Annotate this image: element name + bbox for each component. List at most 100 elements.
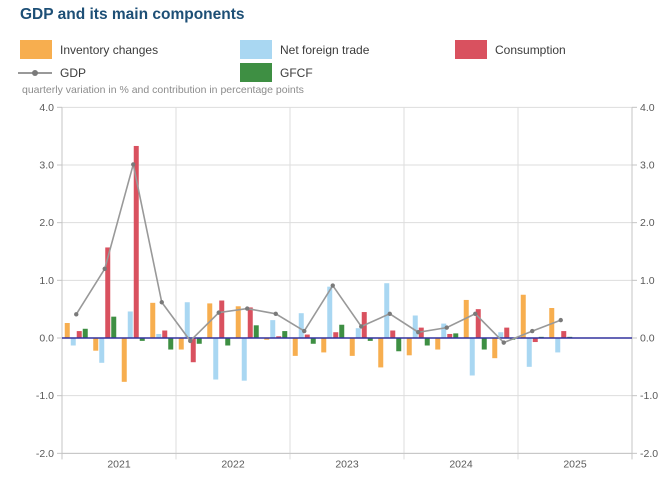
gdp-marker-2022-Q4[interactable] [273, 311, 278, 316]
bar-net_trade-2022-Q4[interactable] [270, 320, 276, 338]
bar-inventory-2025-Q1[interactable] [520, 294, 526, 338]
gdp-marker-2021-Q1[interactable] [74, 312, 79, 317]
gdp-marker-2021-Q4[interactable] [159, 300, 164, 305]
gdp-marker-2025-Q1[interactable] [530, 328, 535, 334]
bar-gfcf-2022-Q1[interactable] [196, 338, 202, 344]
bar-gfcf-2024-Q3[interactable] [481, 338, 487, 350]
bar-consumption-2022-Q3[interactable] [247, 307, 253, 338]
bar-consumption-2022-Q2[interactable] [219, 300, 225, 338]
bar-inventory-2024-Q4[interactable] [492, 338, 498, 359]
bar-consumption-2025-Q2[interactable] [561, 331, 567, 338]
bar-consumption-2024-Q4[interactable] [504, 327, 510, 338]
bar-gfcf-2021-Q2[interactable] [111, 316, 117, 338]
bar-net_trade-2023-Q4[interactable] [384, 283, 390, 338]
bar-inventory-2021-Q4[interactable] [150, 302, 156, 338]
gdp-marker-2022-Q1[interactable] [188, 338, 193, 344]
gdp-marker-2023-Q2[interactable] [330, 283, 335, 288]
gdp-marker-2024-Q1[interactable] [416, 330, 421, 335]
bar-consumption-2024-Q1[interactable] [418, 327, 424, 338]
bar-gfcf-2021-Q1[interactable] [82, 328, 88, 338]
bar-consumption-2021-Q3[interactable] [133, 145, 139, 338]
bar-net_trade-2024-Q4[interactable] [498, 332, 504, 338]
gdp-marker-2022-Q2[interactable] [216, 310, 221, 315]
bar-inventory-2022-Q1[interactable] [178, 338, 184, 350]
gdp-marker-2024-Q4[interactable] [501, 340, 506, 345]
chart-subtitle: quarterly variation in % and contributio… [22, 84, 304, 96]
bar-net_trade-2021-Q2[interactable] [99, 338, 105, 363]
bar-net_trade-2021-Q4[interactable] [156, 333, 162, 338]
bar-inventory-2023-Q4[interactable] [378, 338, 384, 368]
bar-inventory-2022-Q3[interactable] [235, 306, 241, 338]
bar-inventory-2023-Q1[interactable] [292, 338, 298, 356]
legend-item-gdp[interactable]: GDP [18, 63, 86, 82]
legend-item-gfcf[interactable]: GFCF [240, 63, 313, 82]
y-tick-label-right: 4.0 [640, 102, 655, 114]
gfcf-swatch-icon [240, 63, 272, 82]
gdp-marker-2021-Q3[interactable] [131, 162, 136, 167]
bar-gfcf-2022-Q4[interactable] [282, 331, 288, 338]
bar-consumption-2021-Q1[interactable] [76, 331, 82, 338]
bar-consumption-2024-Q3[interactable] [475, 309, 481, 338]
gdp-marker-2021-Q2[interactable] [102, 266, 107, 271]
bar-gfcf-2024-Q2[interactable] [453, 333, 459, 338]
bar-net_trade-2021-Q1[interactable] [70, 338, 76, 346]
bar-inventory-2023-Q2[interactable] [321, 338, 327, 353]
bar-net_trade-2023-Q2[interactable] [327, 286, 333, 338]
x-year-label: 2025 [563, 458, 587, 470]
bar-consumption-2021-Q2[interactable] [105, 247, 111, 338]
bar-gfcf-2021-Q3[interactable] [139, 338, 145, 341]
bar-gfcf-2022-Q2[interactable] [225, 338, 231, 346]
bar-net_trade-2023-Q3[interactable] [355, 328, 361, 338]
bar-gfcf-2024-Q1[interactable] [424, 338, 430, 346]
bar-inventory-2023-Q3[interactable] [349, 338, 355, 356]
bar-consumption-2021-Q4[interactable] [162, 330, 168, 338]
bar-net_trade-2025-Q1[interactable] [526, 338, 532, 367]
gdp-marker-2025-Q2[interactable] [558, 317, 563, 323]
gdp-marker-2024-Q3[interactable] [473, 311, 478, 316]
chart-canvas[interactable]: 4.0 4.0 3.0 3.0 2.0 2.0 1.0 1.0 0.0 0.0 -1.0 -1.0 -2… [0, 95, 671, 495]
bar-inventory-2022-Q4[interactable] [264, 338, 270, 340]
bar-gfcf-2023-Q4[interactable] [396, 338, 402, 352]
bar-consumption-2023-Q2[interactable] [333, 332, 339, 338]
bar-net_trade-2022-Q3[interactable] [241, 338, 247, 381]
gdp-line-swatch-icon [18, 63, 52, 82]
gdp-marker-2022-Q3[interactable] [245, 306, 250, 311]
bar-consumption-2023-Q4[interactable] [390, 330, 396, 338]
gdp-marker-2023-Q4[interactable] [387, 311, 392, 316]
bar-gfcf-2023-Q1[interactable] [310, 338, 316, 344]
bar-net_trade-2021-Q3[interactable] [127, 311, 133, 338]
y-tick-label-left: 0.0 [39, 333, 54, 345]
bar-net_trade-2023-Q1[interactable] [298, 313, 304, 338]
legend-item-consumption[interactable]: Consumption [455, 40, 566, 59]
gdp-marker-2023-Q1[interactable] [302, 328, 307, 334]
bar-inventory-2021-Q3[interactable] [121, 338, 127, 382]
bar-consumption-2023-Q1[interactable] [304, 334, 310, 338]
gdp-line[interactable] [75, 164, 562, 344]
bar-gfcf-2023-Q3[interactable] [367, 338, 373, 341]
bar-net_trade-2022-Q1[interactable] [184, 302, 190, 338]
bar-net_trade-2024-Q3[interactable] [469, 338, 475, 376]
bar-net_trade-2022-Q2[interactable] [213, 338, 219, 380]
bar-net_trade-2024-Q1[interactable] [412, 315, 418, 338]
y-tick-label-left: -1.0 [36, 390, 54, 402]
bar-net_trade-2025-Q2[interactable] [555, 338, 561, 353]
legend-item-net-foreign-trade[interactable]: Net foreign trade [240, 40, 369, 59]
bar-inventory-2024-Q2[interactable] [435, 338, 441, 350]
bar-inventory-2021-Q1[interactable] [64, 323, 70, 338]
gdp-marker-2023-Q3[interactable] [359, 324, 364, 329]
y-tick-label-left: -2.0 [36, 448, 54, 460]
bar-gfcf-2021-Q4[interactable] [168, 338, 174, 350]
chart-title: GDP and its main components [20, 6, 245, 23]
bar-consumption-2022-Q1[interactable] [190, 338, 196, 363]
bar-consumption-2024-Q2[interactable] [447, 333, 453, 338]
bar-inventory-2021-Q2[interactable] [93, 338, 99, 351]
bar-consumption-2025-Q1[interactable] [532, 338, 538, 343]
bar-consumption-2022-Q4[interactable] [276, 336, 282, 338]
bar-net_trade-2024-Q2[interactable] [441, 323, 447, 338]
bar-inventory-2024-Q1[interactable] [406, 338, 412, 356]
bar-gfcf-2023-Q2[interactable] [339, 324, 345, 338]
legend-item-inventory-changes[interactable]: Inventory changes [20, 40, 158, 59]
gdp-marker-2024-Q2[interactable] [444, 325, 449, 330]
bar-gfcf-2022-Q3[interactable] [253, 325, 259, 338]
